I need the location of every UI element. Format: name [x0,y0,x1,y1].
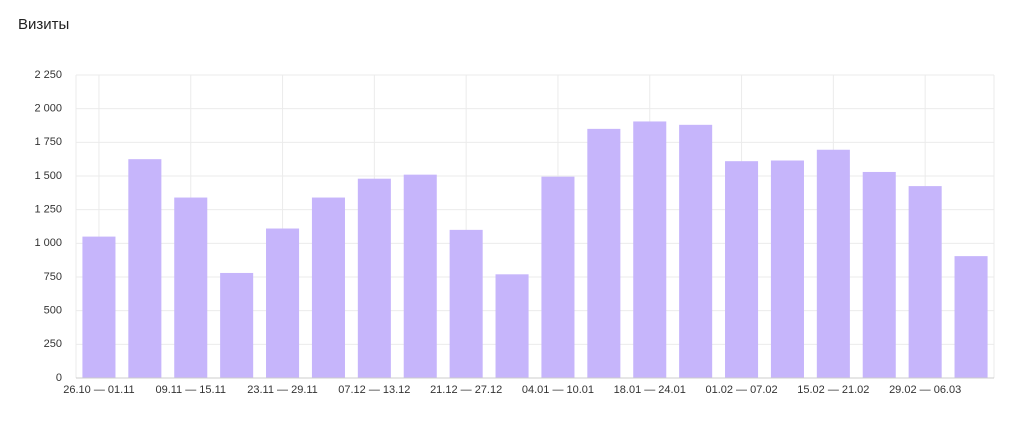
y-tick-label: 2 250 [34,69,62,81]
y-tick-label: 250 [44,338,62,350]
bar [587,128,621,378]
bar [679,124,713,379]
bar [633,121,667,379]
y-tick-label: 1 250 [34,204,62,216]
bar [862,171,896,378]
y-tick-label: 750 [44,271,62,283]
bar [128,159,162,378]
bar [266,228,300,378]
x-tick-label: 23.11 — 29.11 [247,384,318,396]
x-tick-label: 09.11 — 15.11 [155,384,226,396]
x-tick-label: 15.02 — 21.02 [797,384,869,396]
y-tick-label: 1 500 [34,170,62,182]
y-tick-label: 2 000 [34,103,62,115]
bar [449,229,483,378]
chart-title: Визиты [18,16,69,33]
y-tick-label: 1 000 [34,237,62,249]
bar [174,197,208,378]
x-tick-label: 04.01 — 10.01 [522,384,594,396]
bar [816,149,850,378]
bar [220,272,254,378]
bar [357,178,391,378]
x-tick-label: 18.01 — 24.01 [614,384,686,396]
x-tick-label: 26.10 — 01.11 [63,384,134,396]
bar [541,176,575,378]
y-tick-label: 1 750 [34,136,62,148]
bar [82,236,116,378]
x-tick-label: 21.12 — 27.12 [430,384,502,396]
bar [908,186,942,378]
bar [495,274,529,378]
y-tick-label: 500 [44,305,62,317]
bar [954,256,988,378]
x-tick-label: 07.12 — 13.12 [338,384,410,396]
y-tick-label: 0 [56,372,62,384]
x-tick-label: 01.02 — 07.02 [705,384,777,396]
bar [770,160,804,378]
bar [311,197,345,378]
bar [725,161,759,378]
x-tick-label: 29.02 — 06.03 [889,384,961,396]
bar [403,174,437,378]
